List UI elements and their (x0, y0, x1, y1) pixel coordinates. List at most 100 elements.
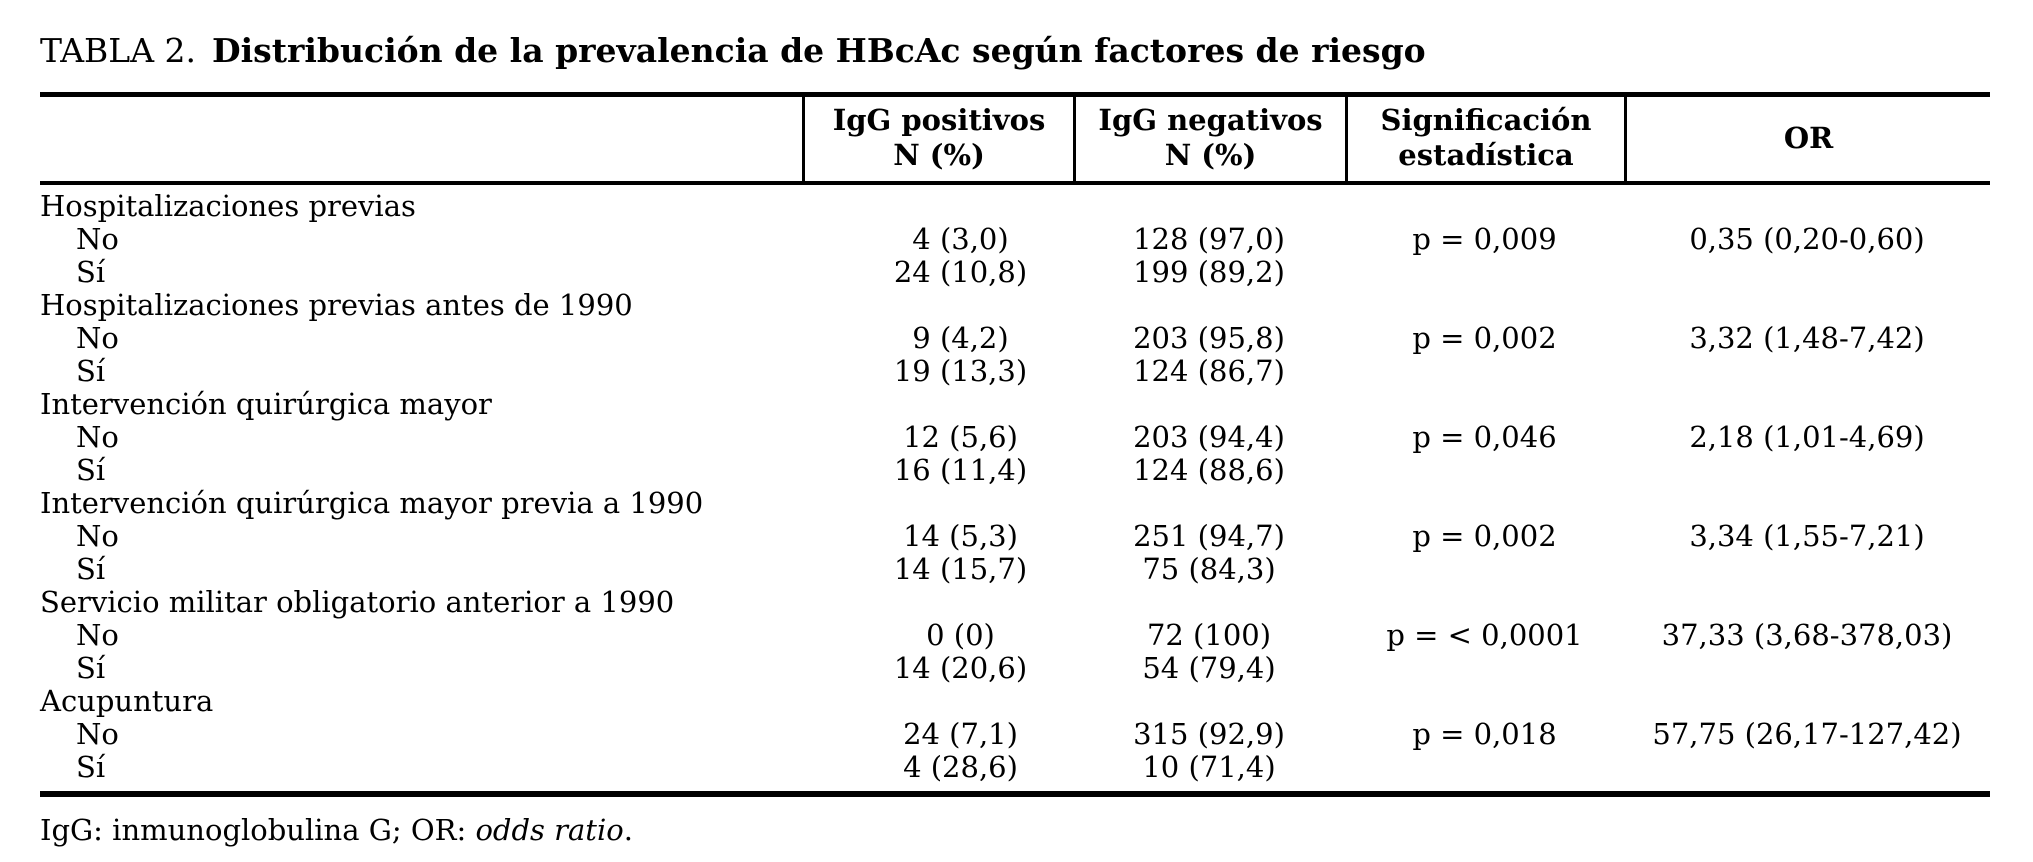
cell-sig (1345, 289, 1624, 322)
cell-sig (1345, 751, 1624, 784)
cell-igg-pos: 0 (0) (926, 618, 995, 652)
cell-or: 2,18 (1,01-4,69) (1689, 420, 1925, 454)
cell-igg-neg (1073, 289, 1345, 322)
cell-sig: p = 0,046 (1412, 420, 1557, 454)
cell-igg-neg (1073, 586, 1345, 619)
cell-sig: p = 0,018 (1412, 717, 1557, 751)
cell-or (1624, 652, 1990, 685)
row-label: No (76, 420, 119, 454)
cell-sig (1345, 190, 1624, 223)
cell-or (1624, 685, 1990, 718)
cell-sig (1345, 454, 1624, 487)
group-label: Servicio militar obligatorio anterior a … (40, 585, 675, 619)
cell-sig (1345, 355, 1624, 388)
header-cell-empty (40, 97, 802, 181)
row-label: Sí (76, 651, 106, 685)
table-group-row: Servicio militar obligatorio anterior a … (40, 586, 1990, 619)
cell-or: 0,35 (0,20-0,60) (1689, 222, 1925, 256)
header-significacion-line2: estadística (1398, 138, 1574, 172)
table-group-row: Intervención quirúrgica mayor previa a 1… (40, 487, 1990, 520)
table-number-label: TABLA 2. (40, 31, 197, 70)
header-cell-igg-negativos: IgG negativos N (%) (1073, 97, 1345, 181)
cell-igg-neg: 10 (71,4) (1142, 750, 1276, 784)
table-row: No 9 (4,2) 203 (95,8) p = 0,002 3,32 (1,… (40, 322, 1990, 355)
cell-igg-pos: 14 (15,7) (893, 552, 1028, 586)
cell-or (1624, 454, 1990, 487)
cell-igg-neg: 199 (89,2) (1133, 255, 1285, 289)
row-label: No (76, 222, 119, 256)
header-significacion-line1: Significación (1380, 103, 1592, 137)
cell-igg-neg: 72 (100) (1146, 618, 1272, 652)
table-row: Sí 24 (10,8) 199 (89,2) (40, 256, 1990, 289)
cell-igg-pos (802, 388, 1073, 421)
header-igg-positivos-line1: IgG positivos (832, 103, 1046, 137)
row-label: Sí (76, 750, 106, 784)
header-cell-or: OR (1624, 97, 1990, 181)
cell-or (1624, 256, 1990, 289)
cell-igg-pos (802, 586, 1073, 619)
cell-igg-neg: 251 (94,7) (1133, 519, 1285, 553)
cell-igg-neg (1073, 190, 1345, 223)
cell-sig: p = < 0,0001 (1386, 618, 1583, 652)
cell-igg-neg: 203 (94,4) (1133, 420, 1285, 454)
cell-sig: p = 0,009 (1412, 222, 1557, 256)
header-igg-positivos-line2: N (%) (893, 138, 985, 172)
header-cell-significacion: Significación estadística (1345, 97, 1624, 181)
cell-or (1624, 586, 1990, 619)
table-row: No 4 (3,0) 128 (97,0) p = 0,009 0,35 (0,… (40, 223, 1990, 256)
row-label: No (76, 717, 119, 751)
cell-sig (1345, 388, 1624, 421)
table-group-row: Hospitalizaciones previas (40, 190, 1990, 223)
cell-igg-neg: 124 (88,6) (1133, 453, 1285, 487)
table-row: No 0 (0) 72 (100) p = < 0,0001 37,33 (3,… (40, 619, 1990, 652)
cell-sig (1345, 553, 1624, 586)
cell-sig (1345, 685, 1624, 718)
cell-sig (1345, 586, 1624, 619)
cell-igg-neg: 315 (92,9) (1133, 717, 1285, 751)
cell-or: 57,75 (26,17-127,42) (1652, 717, 1962, 751)
cell-sig (1345, 487, 1624, 520)
cell-or (1624, 190, 1990, 223)
header-igg-negativos-line2: N (%) (1164, 138, 1257, 172)
table-row: No 14 (5,3) 251 (94,7) p = 0,002 3,34 (1… (40, 520, 1990, 553)
cell-igg-pos: 9 (4,2) (912, 321, 1009, 355)
table-row: Sí 4 (28,6) 10 (71,4) (40, 751, 1990, 784)
cell-sig (1345, 256, 1624, 289)
cell-igg-pos (802, 190, 1073, 223)
row-label: No (76, 321, 119, 355)
cell-igg-pos: 4 (3,0) (912, 222, 1009, 256)
cell-igg-pos: 24 (7,1) (903, 717, 1018, 751)
table-row: Sí 16 (11,4) 124 (88,6) (40, 454, 1990, 487)
cell-igg-neg: 75 (84,3) (1142, 552, 1276, 586)
cell-igg-neg: 54 (79,4) (1142, 651, 1276, 685)
cell-or (1624, 553, 1990, 586)
table-title-text: Distribución de la prevalencia de HBcAc … (212, 31, 1426, 70)
table-row: Sí 19 (13,3) 124 (86,7) (40, 355, 1990, 388)
cell-or (1624, 388, 1990, 421)
cell-igg-pos: 19 (13,3) (893, 354, 1028, 388)
table-footnote: IgG: inmunoglobulina G; OR: odds ratio. (40, 813, 1990, 847)
header-or-line1: OR (1783, 120, 1834, 155)
cell-or (1624, 289, 1990, 322)
cell-igg-pos (802, 289, 1073, 322)
table-group-row: Intervención quirúrgica mayor (40, 388, 1990, 421)
cell-igg-pos: 4 (28,6) (903, 750, 1018, 784)
row-label: No (76, 618, 119, 652)
table-group-row: Hospitalizaciones previas antes de 1990 (40, 289, 1990, 322)
data-table: IgG positivos N (%) IgG negativos N (%) … (40, 92, 1990, 797)
cell-igg-neg (1073, 388, 1345, 421)
group-label: Intervención quirúrgica mayor (40, 387, 492, 421)
cell-sig: p = 0,002 (1412, 519, 1557, 553)
table-row: No 24 (7,1) 315 (92,9) p = 0,018 57,75 (… (40, 718, 1990, 751)
cell-igg-pos: 14 (20,6) (893, 651, 1028, 685)
group-label: Intervención quirúrgica mayor previa a 1… (40, 486, 704, 520)
row-label: No (76, 519, 119, 553)
row-label: Sí (76, 255, 106, 289)
footnote-prefix: IgG: inmunoglobulina G; OR: (40, 813, 476, 847)
row-label: Sí (76, 354, 106, 388)
footnote-italic-term: odds ratio (475, 813, 624, 847)
table-row: Sí 14 (15,7) 75 (84,3) (40, 553, 1990, 586)
cell-igg-neg (1073, 487, 1345, 520)
cell-igg-neg: 203 (95,8) (1133, 321, 1285, 355)
